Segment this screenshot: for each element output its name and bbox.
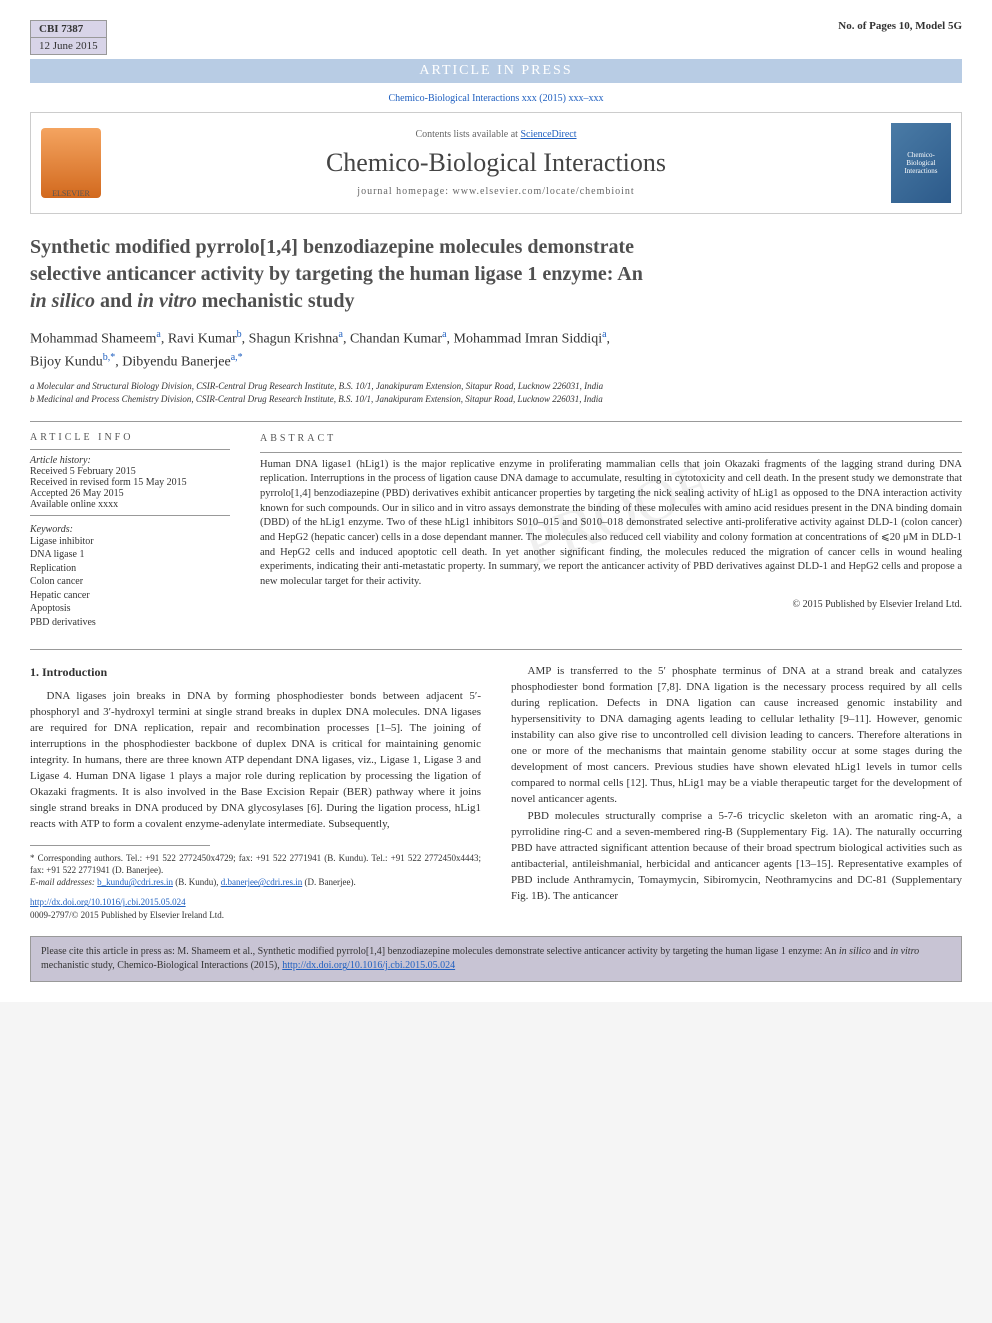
history-received: Received 5 February 2015 xyxy=(30,466,230,477)
history-online: Available online xxxx xyxy=(30,499,230,510)
citation-box: Please cite this article in press as: M.… xyxy=(30,936,962,982)
elsevier-logo: ELSEVIER xyxy=(41,128,101,198)
citation-doi-link[interactable]: http://dx.doi.org/10.1016/j.cbi.2015.05.… xyxy=(282,960,455,971)
authors-list: Mohammad Shameema, Ravi Kumarb, Shagun K… xyxy=(30,327,962,372)
journal-homepage: journal homepage: www.elsevier.com/locat… xyxy=(121,186,871,197)
history-accepted: Accepted 26 May 2015 xyxy=(30,488,230,499)
abstract-text: Human DNA ligase1 (hLig1) is the major r… xyxy=(260,452,962,590)
email-kundu-link[interactable]: b_kundu@cdri.res.in xyxy=(97,877,173,887)
history-label: Article history: xyxy=(30,455,230,466)
intro-para-2: AMP is transferred to the 5′ phosphate t… xyxy=(511,664,962,807)
intro-para-1: DNA ligases join breaks in DNA by formin… xyxy=(30,689,481,832)
email-banerjee-link[interactable]: d.banerjee@cdri.res.in xyxy=(221,877,303,887)
contents-lists-line: Contents lists available at ScienceDirec… xyxy=(121,129,871,140)
journal-masthead: ELSEVIER Contents lists available at Sci… xyxy=(30,112,962,214)
affiliations: a Molecular and Structural Biology Divis… xyxy=(30,380,962,405)
article-info-block: ARTICLE INFO Article history: Received 5… xyxy=(30,432,230,630)
footnotes: * Corresponding authors. Tel.: +91 522 2… xyxy=(30,852,481,888)
history-revised: Received in revised form 15 May 2015 xyxy=(30,477,230,488)
article-title: Synthetic modified pyrrolo[1,4] benzodia… xyxy=(30,234,962,315)
body-columns: 1. Introduction DNA ligases join breaks … xyxy=(30,664,962,922)
journal-reference: Chemico-Biological Interactions xxx (201… xyxy=(30,93,962,104)
proof-header: CBI 7387 12 June 2015 No. of Pages 10, M… xyxy=(30,20,962,55)
doi-block: http://dx.doi.org/10.1016/j.cbi.2015.05.… xyxy=(30,896,481,922)
article-info-heading: ARTICLE INFO xyxy=(30,432,230,443)
body-col-right: AMP is transferred to the 5′ phosphate t… xyxy=(511,664,962,922)
abstract-copyright: © 2015 Published by Elsevier Ireland Ltd… xyxy=(260,598,962,612)
journal-title: Chemico-Biological Interactions xyxy=(121,148,871,178)
body-col-left: 1. Introduction DNA ligases join breaks … xyxy=(30,664,481,922)
corresponding-authors: * Corresponding authors. Tel.: +91 522 2… xyxy=(30,852,481,876)
abstract-block: ABSTRACT Human DNA ligase1 (hLig1) is th… xyxy=(260,432,962,630)
proof-date: 12 June 2015 xyxy=(30,38,107,55)
section-1-heading: 1. Introduction xyxy=(30,664,481,681)
sciencedirect-link[interactable]: ScienceDirect xyxy=(520,129,576,140)
issn-copyright: 0009-2797/© 2015 Published by Elsevier I… xyxy=(30,910,224,920)
cbi-id: CBI 7387 xyxy=(30,20,107,38)
doi-link[interactable]: http://dx.doi.org/10.1016/j.cbi.2015.05.… xyxy=(30,897,186,907)
journal-cover-thumb: Chemico-Biological Interactions xyxy=(891,123,951,203)
keywords-label: Keywords: xyxy=(30,524,230,535)
article-in-press-bar: ARTICLE IN PRESS xyxy=(30,59,962,83)
pages-model: No. of Pages 10, Model 5G xyxy=(838,20,962,55)
abstract-heading: ABSTRACT xyxy=(260,432,962,446)
keywords-list: Ligase inhibitor DNA ligase 1 Replicatio… xyxy=(30,535,230,630)
intro-para-3: PBD molecules structurally comprise a 5-… xyxy=(511,809,962,905)
